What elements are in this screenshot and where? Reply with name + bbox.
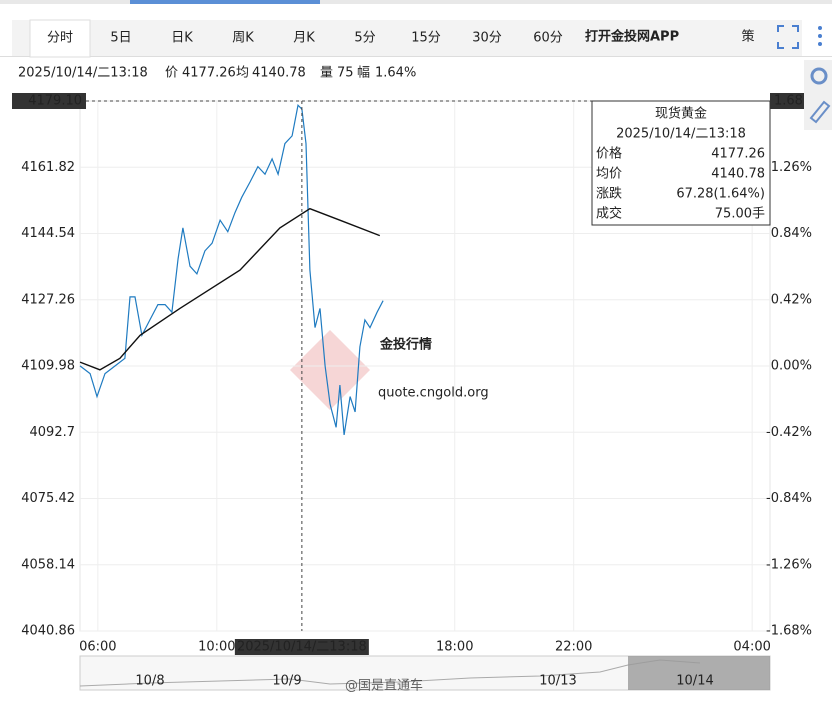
top-bar-accent <box>130 0 320 4</box>
info-time: 2025/10/14/二13:18 <box>18 66 148 81</box>
tab[interactable]: 分时 <box>47 31 73 46</box>
y-tick-label: 4144.54 <box>21 226 75 241</box>
x-tick-label: 06:00 <box>79 640 116 655</box>
y2-tick-label: 1.26% <box>771 160 812 175</box>
x-tick-label: 04:00 <box>733 640 770 655</box>
y2-tick-label: 0.42% <box>771 292 812 307</box>
watermark-logo <box>290 330 370 410</box>
y2-tick-label: -0.84% <box>766 491 812 506</box>
y-tick-label: 4092.7 <box>30 425 76 440</box>
y-tick-label: 4075.42 <box>21 491 75 506</box>
crosshair-y2-box <box>770 93 804 109</box>
info-value: 75 <box>337 66 354 81</box>
watermark-weibo: @国是直通车 <box>345 678 423 694</box>
tooltip-box <box>591 100 771 226</box>
menu-dot[interactable] <box>818 26 822 30</box>
tooltip-value: 75.00手 <box>715 207 765 222</box>
tooltip-label: 涨跌 <box>596 186 622 202</box>
app-link[interactable]: 打开金投网APP <box>585 29 679 45</box>
x-tick-label: 18:00 <box>436 640 473 655</box>
tooltip-title: 现货黄金 <box>655 106 707 122</box>
tab-bar <box>12 20 802 56</box>
y-tick-label: 4109.98 <box>21 359 75 374</box>
tooltip-time: 2025/10/14/二13:18 <box>616 127 746 142</box>
y2-tick-label: -1.26% <box>766 557 812 572</box>
top-bar <box>0 0 832 4</box>
tab[interactable]: 30分 <box>472 31 502 46</box>
navigator-label: 10/14 <box>676 674 713 689</box>
y-tick-label: 4058.14 <box>21 557 75 572</box>
tooltip-label: 均价 <box>596 167 622 182</box>
crosshair-y-label: 4179.10 <box>28 94 82 109</box>
strategy-icon[interactable]: 策 <box>741 29 754 45</box>
tooltip-value: 4177.26 <box>711 147 765 162</box>
tab[interactable]: 60分 <box>533 31 563 46</box>
navigator-label: 10/13 <box>539 674 576 689</box>
active-tab <box>29 19 91 58</box>
tab[interactable]: 15分 <box>411 31 441 46</box>
info-value: 4177.26 <box>182 66 236 81</box>
crosshair-y2-label: 1.68 <box>774 94 803 109</box>
settings-icon[interactable] <box>810 67 828 85</box>
fullscreen-icon[interactable] <box>777 25 799 49</box>
tooltip-value: 4140.78 <box>711 167 765 182</box>
navigator-window <box>628 656 770 690</box>
info-value: 1.64% <box>375 66 416 81</box>
divider <box>0 56 832 57</box>
series-line <box>79 103 384 435</box>
y2-tick-label: 0.84% <box>771 226 812 241</box>
tab[interactable]: 日K <box>171 31 193 46</box>
x-tick-label: 10:00 <box>198 640 235 655</box>
crosshair-y-box <box>12 93 86 109</box>
y2-tick-label: -0.42% <box>766 425 812 440</box>
info-label: 量 <box>320 66 333 81</box>
navigator-label: 10/9 <box>272 674 301 689</box>
menu-dot[interactable] <box>818 42 822 46</box>
tooltip-label: 成交 <box>596 206 622 222</box>
tab[interactable]: 5分 <box>354 31 375 46</box>
y-tick-label: 4127.26 <box>21 292 75 307</box>
watermark-url: quote.cngold.org <box>378 386 489 401</box>
menu-dot[interactable] <box>818 34 822 38</box>
navigator-label: 10/8 <box>135 674 164 689</box>
y2-tick-label: -1.68% <box>766 624 812 639</box>
tab[interactable]: 5日 <box>110 31 131 46</box>
crosshair-x-box <box>234 639 369 655</box>
x-tick-label: 22:00 <box>555 640 592 655</box>
series-line <box>79 207 381 371</box>
watermark-brand: 金投行情 <box>379 337 432 353</box>
tooltip-label: 价格 <box>596 146 622 162</box>
tab[interactable]: 周K <box>232 31 254 46</box>
pen-icon[interactable] <box>809 100 831 124</box>
info-label: 价 <box>165 66 178 81</box>
info-label: 均 <box>236 66 249 81</box>
y-tick-label: 4161.82 <box>21 160 75 175</box>
tooltip-value: 67.28(1.64%) <box>676 187 765 202</box>
info-value: 4140.78 <box>252 66 306 81</box>
tab[interactable]: 月K <box>293 31 315 46</box>
crosshair-x-label: 2025/10/14/二13:18 <box>237 640 367 655</box>
y2-tick-label: 0.00% <box>771 359 812 374</box>
y-tick-label: 4040.86 <box>21 624 75 639</box>
info-label: 幅 <box>357 66 370 81</box>
